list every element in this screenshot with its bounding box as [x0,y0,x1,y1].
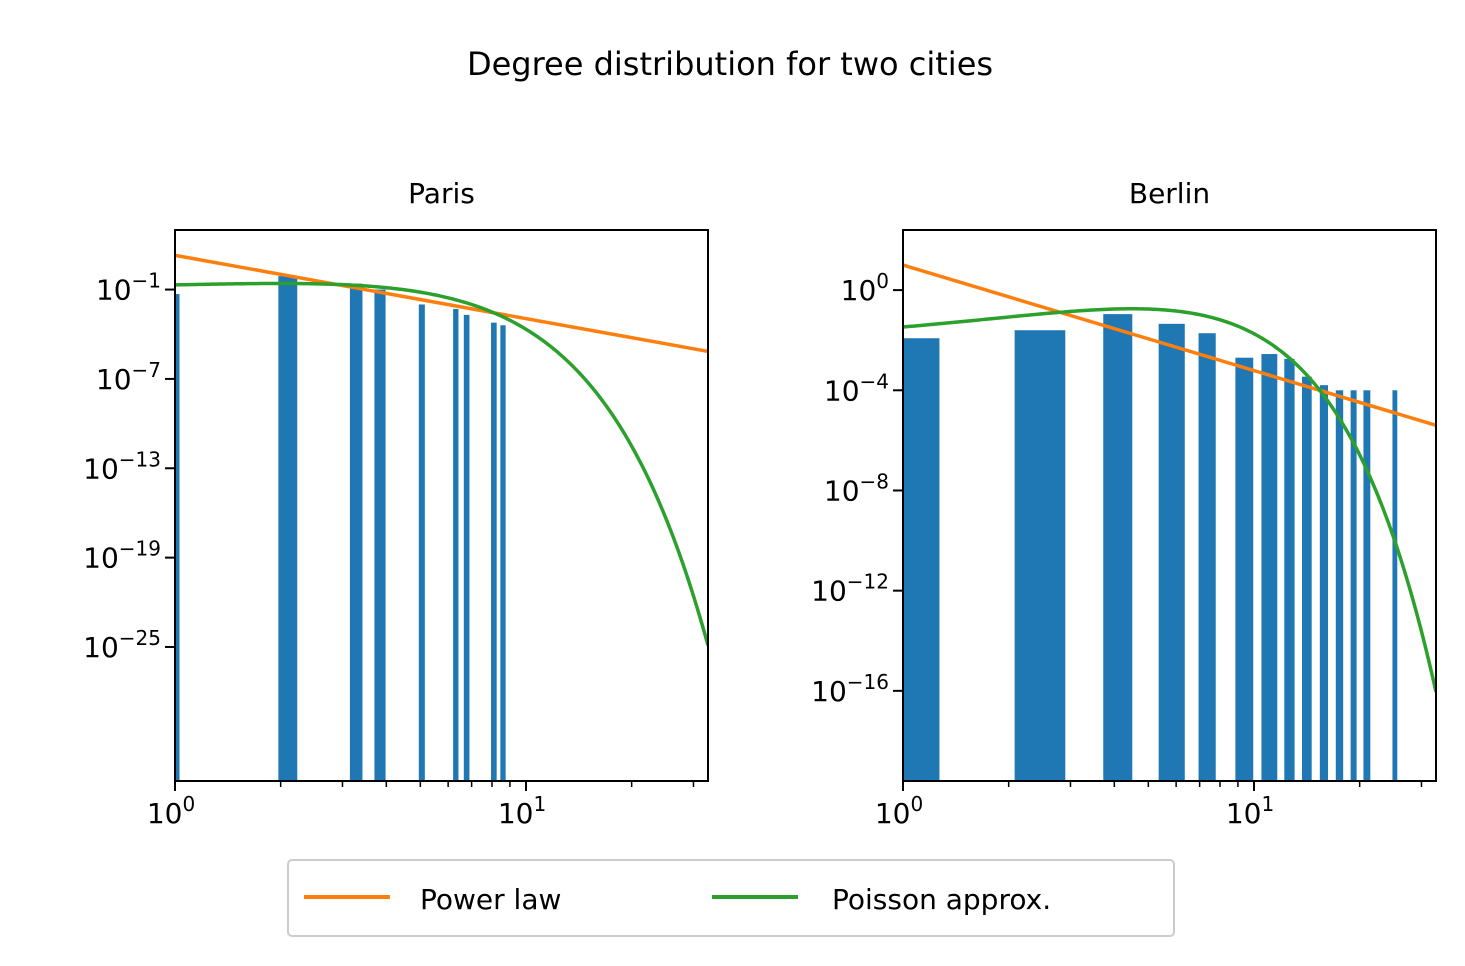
subplot-paris: Paris 100 101 10−1 10−7 10−13 10−19 10−25 [83,177,709,830]
bar [175,294,180,781]
y-tick-label: 100 [841,269,889,307]
plot-area [903,263,1436,781]
bar [1335,390,1344,781]
bar [1103,314,1133,781]
bar [1198,333,1216,781]
bar [1350,390,1357,781]
bar [1261,354,1278,781]
plot-area [175,253,708,781]
subplot-title: Berlin [1129,177,1210,210]
y-tick-label: 10−1 [96,269,161,307]
bar [453,308,459,781]
x-tick-label: 101 [1226,792,1274,830]
bar [1014,330,1066,781]
subplot-title: Paris [408,177,475,210]
bar [1392,390,1398,781]
bar [1235,357,1254,781]
bar [491,322,497,781]
bar [349,283,363,781]
y-tick-label: 10−12 [811,570,889,608]
x-tick-label: 101 [498,792,546,830]
y-tick-label: 10−4 [824,369,889,407]
bar [500,325,506,781]
axes-frame [174,229,709,782]
subplot-berlin: Berlin 100 101 100 10−4 10−8 10−12 10−16 [811,177,1437,830]
y-tick-label: 10−25 [83,626,161,664]
bar [1319,385,1329,781]
legend: Power law Poisson approx. [287,859,1175,937]
axes-frame [902,229,1437,782]
bar [1284,358,1295,781]
bar [278,276,298,781]
x-tick-label: 100 [147,792,195,830]
bar [1363,390,1371,781]
poisson-curve [903,307,1436,693]
x-tick-label: 100 [875,792,923,830]
power-law-line [903,263,1436,427]
legend-poisson-label: Poisson approx. [832,883,1051,916]
y-tick-label: 10−16 [811,670,889,708]
y-tick-label: 10−19 [83,537,161,575]
y-tick-label: 10−13 [83,447,161,485]
legend-power-law-label: Power law [420,883,561,916]
bar [1301,376,1312,781]
bar [463,314,470,781]
power-law-line [175,253,708,354]
bar [903,338,940,781]
poisson-curve [175,281,708,646]
y-tick-label: 10−8 [824,469,889,507]
bar [418,304,425,781]
bar [1158,323,1185,781]
bar [374,289,386,781]
y-tick-label: 10−7 [96,358,161,396]
figure-title: Degree distribution for two cities [467,45,993,83]
